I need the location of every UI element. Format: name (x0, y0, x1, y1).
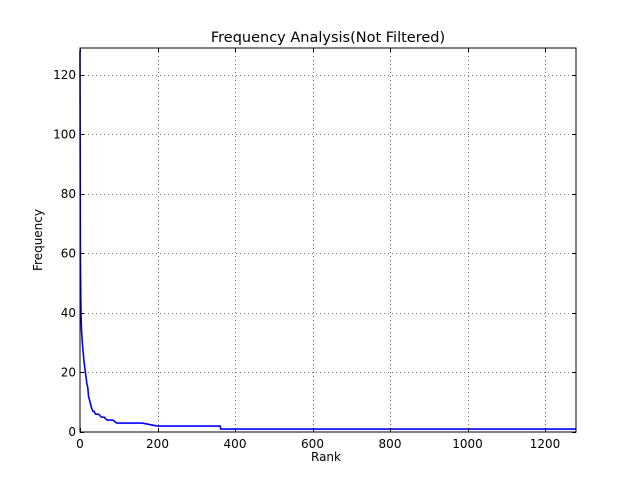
x-tick-label: 600 (301, 437, 324, 451)
y-tick-label: 100 (53, 127, 76, 141)
series-line (79, 50, 576, 430)
y-tick-label: 120 (53, 68, 76, 82)
x-axis-label: Rank (311, 450, 341, 464)
y-tick-label: 40 (61, 306, 76, 320)
y-tick-label: 0 (68, 425, 76, 439)
x-tick-label: 400 (224, 437, 247, 451)
x-tick-label: 800 (379, 437, 402, 451)
series-layer (79, 50, 576, 430)
y-axis-label: Frequency (31, 209, 45, 271)
y-tick-label: 60 (61, 246, 76, 260)
plot-area-frame (79, 47, 577, 433)
y-tick-label: 80 (61, 187, 76, 201)
grid-lines (80, 48, 576, 432)
x-tick-label: 1000 (452, 437, 483, 451)
x-tick-label: 0 (76, 437, 84, 451)
x-tick-label: 1200 (530, 437, 561, 451)
y-tick-label: 20 (61, 365, 76, 379)
x-tick-label: 200 (146, 437, 169, 451)
chart-title: Frequency Analysis(Not Filtered) (211, 30, 445, 46)
tick-layer: 0 200 400 600 800 1000 1200 0 20 40 60 80 100 120 (53, 48, 576, 451)
